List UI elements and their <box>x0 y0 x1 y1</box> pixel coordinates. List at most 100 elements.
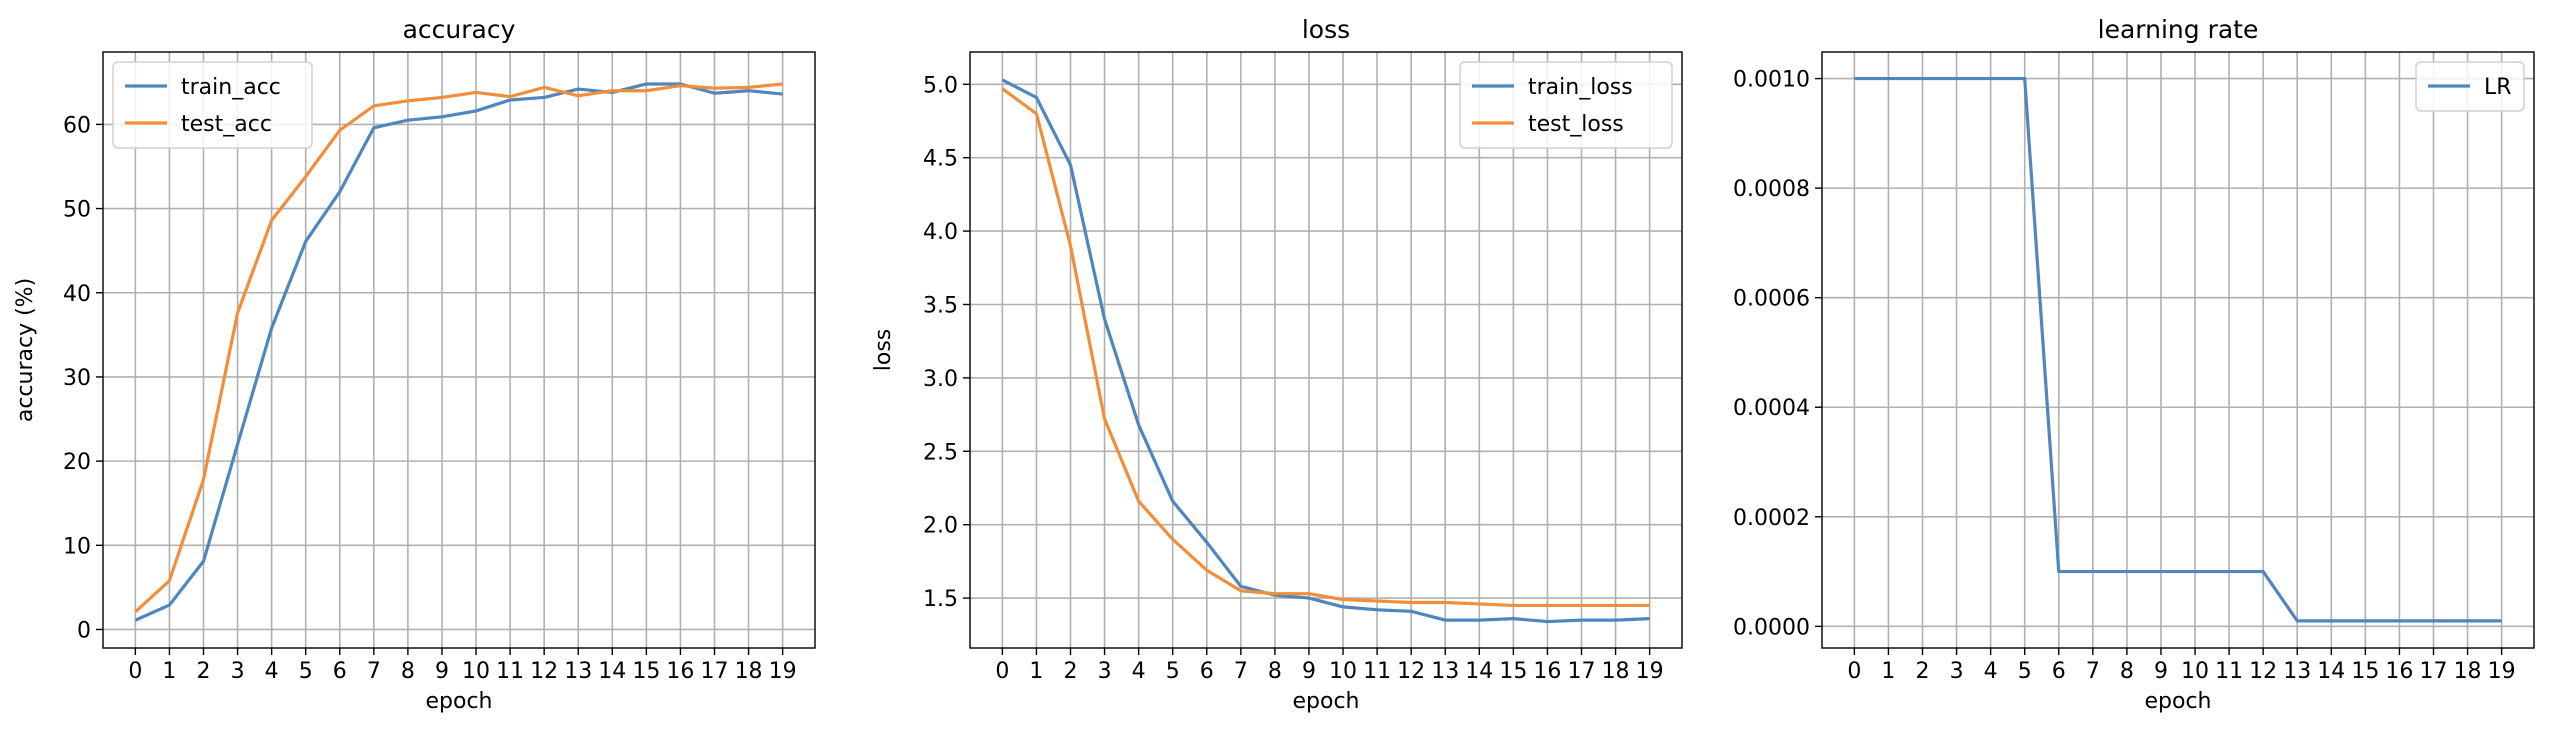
series-line-train_loss <box>1001 78 1650 624</box>
x-tick-label: 3 <box>231 659 245 684</box>
y-tick-label: 20 <box>63 450 91 475</box>
x-tick-label: 19 <box>1636 659 1664 684</box>
x-tick-label: 15 <box>1499 659 1527 684</box>
legend: train_loss test_loss <box>1459 61 1673 149</box>
x-tick-label: 16 <box>1533 659 1561 684</box>
legend-box <box>112 61 313 149</box>
y-tick-label: 0.0004 <box>1733 396 1810 421</box>
x-tick-label: 4 <box>265 659 279 684</box>
x-tick-label: 14 <box>1465 659 1493 684</box>
chart-1: 0 1 2 3 4 5 6 7 8 9 10 11 12 13 14 15 16 17 18 191.52.02.53… <box>871 15 1683 714</box>
x-tick-label: 18 <box>2454 659 2482 684</box>
axes-frame <box>1821 51 2535 649</box>
x-tick-label: 0 <box>995 659 1009 684</box>
x-tick-label: 13 <box>564 659 592 684</box>
y-tick-label: 1.5 <box>923 587 958 612</box>
x-tick-label: 2 <box>1063 659 1077 684</box>
axes-frame <box>969 51 1683 649</box>
x-tick-label: 11 <box>496 659 524 684</box>
x-tick-label: 17 <box>1568 659 1596 684</box>
legend-label-train_acc: train_acc <box>181 75 281 100</box>
legend: LR <box>2415 61 2525 112</box>
y-tick-label: 4.0 <box>923 220 958 245</box>
x-tick-label: 19 <box>769 659 797 684</box>
x-tick-label: 8 <box>401 659 415 684</box>
y-tick-label: 50 <box>63 198 91 223</box>
y-tick-label: 0.0010 <box>1733 68 1810 93</box>
y-tick-label: 0.0000 <box>1733 615 1810 640</box>
x-tick-label: 9 <box>1302 659 1316 684</box>
series-line-test_loss <box>1001 87 1650 608</box>
x-tick-label: 18 <box>735 659 763 684</box>
x-tick-label: 2 <box>196 659 210 684</box>
x-tick-label: 2 <box>1915 659 1929 684</box>
y-tick-label: 60 <box>63 113 91 138</box>
x-tick-label: 8 <box>1268 659 1282 684</box>
legend-label-test_loss: test_loss <box>1528 112 1624 137</box>
chart-title: learning rate <box>2098 15 2259 44</box>
x-tick-label: 19 <box>2488 659 2516 684</box>
x-tick-label: 4 <box>1984 659 1998 684</box>
y-tick-label: 0.0006 <box>1733 287 1810 312</box>
x-tick-label: 15 <box>2351 659 2379 684</box>
y-axis-label: accuracy (%) <box>13 278 38 422</box>
x-axis-label: epoch <box>1293 689 1360 714</box>
x-tick-label: 7 <box>367 659 381 684</box>
y-tick-label: 40 <box>63 282 91 307</box>
x-tick-label: 10 <box>462 659 490 684</box>
x-tick-label: 5 <box>1166 659 1180 684</box>
chart-title: accuracy <box>403 15 516 44</box>
x-tick-label: 13 <box>2283 659 2311 684</box>
x-tick-label: 9 <box>2154 659 2168 684</box>
x-axis-label: epoch <box>426 689 493 714</box>
y-tick-label: 0.0008 <box>1733 177 1810 202</box>
legend-label-test_acc: test_acc <box>181 112 272 137</box>
y-tick-label: 4.5 <box>923 147 958 172</box>
x-tick-label: 7 <box>2086 659 2100 684</box>
x-tick-label: 12 <box>530 659 558 684</box>
x-tick-label: 13 <box>1431 659 1459 684</box>
y-axis-label: loss <box>871 329 896 372</box>
x-tick-label: 10 <box>1329 659 1357 684</box>
x-tick-label: 11 <box>2215 659 2243 684</box>
x-tick-label: 8 <box>2120 659 2134 684</box>
y-tick-label: 0 <box>77 618 91 643</box>
x-tick-label: 4 <box>1132 659 1146 684</box>
y-tick-label: 3.5 <box>923 293 958 318</box>
y-tick-label: 2.5 <box>923 440 958 465</box>
x-tick-label: 14 <box>2317 659 2345 684</box>
series-line-LR <box>1854 76 2502 623</box>
x-tick-label: 10 <box>2181 659 2209 684</box>
axes-frame <box>102 51 816 649</box>
x-tick-label: 1 <box>1881 659 1895 684</box>
y-tick-label: 2.0 <box>923 514 958 539</box>
x-tick-label: 3 <box>1950 659 1964 684</box>
x-tick-label: 6 <box>2052 659 2066 684</box>
x-tick-label: 7 <box>1234 659 1248 684</box>
x-tick-label: 18 <box>1602 659 1630 684</box>
x-tick-label: 5 <box>299 659 313 684</box>
x-tick-label: 1 <box>162 659 176 684</box>
x-tick-label: 12 <box>2249 659 2277 684</box>
series-line-train_acc <box>134 82 783 622</box>
x-tick-label: 0 <box>128 659 142 684</box>
x-tick-label: 5 <box>2018 659 2032 684</box>
x-tick-label: 17 <box>2420 659 2448 684</box>
y-tick-label: 10 <box>63 534 91 559</box>
x-tick-label: 3 <box>1098 659 1112 684</box>
legend-box <box>1459 61 1673 149</box>
chart-2: 0 1 2 3 4 5 6 7 8 9 10 11 12 13 14 15 16 17 18 190.00000.00… <box>1733 15 2535 714</box>
y-tick-label: 3.0 <box>923 367 958 392</box>
x-tick-label: 9 <box>435 659 449 684</box>
x-tick-label: 17 <box>701 659 729 684</box>
chart-title: loss <box>1302 15 1350 44</box>
legend: train_acc test_acc <box>112 61 313 149</box>
x-tick-label: 12 <box>1397 659 1425 684</box>
series-line-test_acc <box>134 82 783 613</box>
y-tick-label: 5.0 <box>923 73 958 98</box>
x-tick-label: 6 <box>333 659 347 684</box>
x-tick-label: 11 <box>1363 659 1391 684</box>
x-tick-label: 1 <box>1029 659 1043 684</box>
